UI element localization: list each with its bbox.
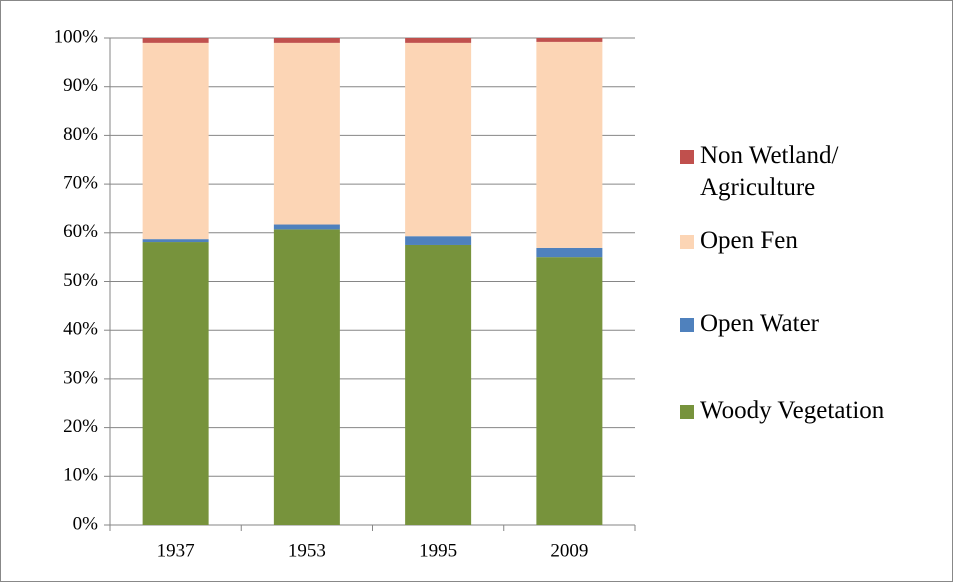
bar-segment [536, 257, 603, 525]
x-tick-label: 1995 [419, 540, 457, 561]
legend-item: Non Wetland/ Agriculture [680, 140, 945, 204]
bar-segment [142, 239, 209, 243]
legend-swatch [680, 150, 694, 164]
bar-segment [142, 42, 209, 240]
bar-segment [536, 41, 603, 248]
y-tick-label: 90% [63, 75, 98, 96]
y-tick-label: 10% [63, 465, 98, 486]
bar-segment [405, 38, 472, 43]
x-tick-label: 2009 [550, 540, 588, 561]
y-tick-label: 70% [63, 172, 98, 193]
y-tick-label: 40% [63, 319, 98, 340]
bar-segment [273, 38, 340, 43]
bar-segment [405, 42, 472, 237]
x-tick-label: 1937 [157, 540, 195, 561]
y-tick-label: 60% [63, 221, 98, 242]
legend-label: Open Fen [700, 227, 798, 254]
bar-segment [142, 242, 209, 526]
legend-swatch [680, 235, 694, 249]
legend-swatch [680, 405, 694, 419]
bar-segment [273, 224, 340, 230]
bar-segment [273, 229, 340, 526]
bar-segment [142, 38, 209, 43]
y-tick-label: 30% [63, 367, 98, 388]
y-tick-label: 20% [63, 416, 98, 437]
y-tick-label: 50% [63, 270, 98, 291]
bar-segment [536, 247, 603, 258]
legend-item: Open Water [680, 308, 945, 340]
legend-label: Open Water [700, 310, 820, 337]
legend-label: Woody Vegetation [700, 397, 885, 424]
bar-segment [273, 42, 340, 225]
legend-item: Woody Vegetation [680, 395, 945, 427]
legend-item: Open Fen [680, 225, 945, 257]
y-tick-label: 100% [54, 26, 99, 47]
bar-segment [405, 244, 472, 525]
legend-label: Non Wetland/ Agriculture [700, 142, 839, 201]
legend-swatch [680, 318, 694, 332]
y-tick-label: 0% [73, 513, 99, 534]
bar-segment [536, 38, 603, 42]
bar-segment [405, 236, 472, 245]
y-tick-label: 80% [63, 124, 98, 145]
x-tick-label: 1953 [288, 540, 326, 561]
